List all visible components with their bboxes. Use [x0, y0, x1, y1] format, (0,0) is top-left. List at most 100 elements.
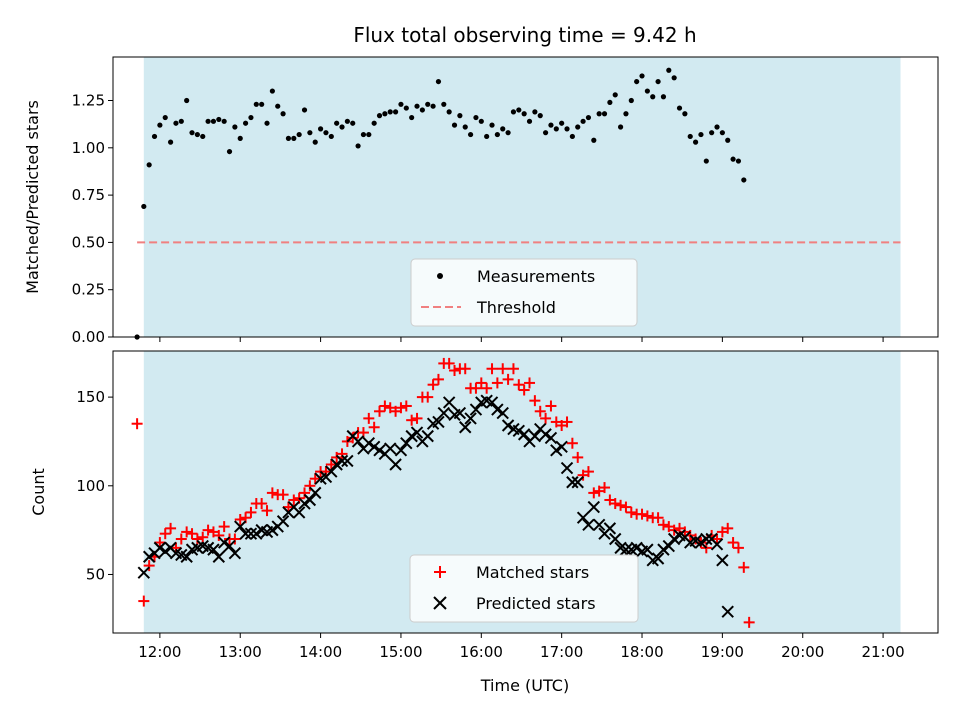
- matched-star-point-8: [175, 533, 187, 545]
- measurement-point-1: [141, 203, 147, 210]
- top-legend-box: [410, 258, 638, 327]
- top-y-tick-label-4: 1.00: [72, 139, 105, 157]
- legend-label-predicted: Predicted stars: [476, 594, 596, 613]
- legend-label-matched: Matched stars: [476, 563, 589, 582]
- predicted-star-point-85: [592, 518, 606, 532]
- measurement-point-96: [650, 94, 656, 100]
- matched-star-point-113: [738, 561, 750, 573]
- measurement-point-47: [387, 109, 393, 115]
- measurement-point-30: [296, 131, 302, 138]
- top-x-ticks: [159, 337, 884, 342]
- matched-star-point-114: [743, 616, 755, 628]
- predicted-star-point-76: [544, 431, 558, 445]
- x-tick-label-0: 12:00: [138, 643, 181, 661]
- matched-star-point-73: [524, 377, 536, 389]
- x-tick-label-2: 14:00: [299, 643, 342, 661]
- matched-star-point-80: [561, 416, 573, 428]
- predicted-star-point-104: [694, 536, 708, 549]
- measurement-point-113: [741, 177, 747, 183]
- measurement-point-100: [671, 75, 677, 81]
- measurement-point-40: [350, 120, 356, 126]
- x-axis-label: Time (UTC): [480, 676, 569, 695]
- measurement-point-64: [478, 118, 484, 124]
- predicted-star-point-31: [303, 493, 317, 507]
- measurement-point-35: [323, 130, 329, 136]
- measurement-point-55: [430, 103, 436, 109]
- measurement-point-21: [248, 114, 254, 121]
- predicted-star-point-109: [721, 605, 734, 618]
- measurement-point-111: [730, 156, 736, 162]
- matched-star-point-50: [400, 400, 412, 412]
- matched-star-point-68: [497, 363, 509, 375]
- measurement-point-102: [682, 111, 688, 117]
- measurement-point-20: [242, 120, 249, 126]
- measurement-point-65: [484, 133, 490, 140]
- measurement-point-7: [173, 120, 179, 126]
- predicted-star-point-81: [571, 476, 584, 489]
- measurement-point-25: [269, 88, 275, 94]
- measurement-point-73: [526, 118, 533, 124]
- matched-star-point-10: [186, 528, 198, 540]
- measurement-point-50: [403, 105, 409, 111]
- predicted-star-point-79: [560, 461, 574, 475]
- matched-star-point-19: [234, 513, 246, 525]
- measurement-point-79: [559, 120, 565, 126]
- matched-star-point-75: [534, 405, 546, 417]
- predicted-star-point-96: [651, 552, 665, 565]
- predicted-star-point-37: [335, 454, 349, 468]
- top-y-tick-label-3: 0.75: [72, 186, 105, 204]
- measurement-point-24: [264, 120, 270, 126]
- measurement-point-70: [510, 109, 517, 115]
- predicted-star-point-70: [512, 424, 526, 438]
- predicted-star-point-105: [700, 532, 713, 546]
- matched-star-point-77: [545, 400, 557, 412]
- predicted-star-point-56: [437, 406, 451, 420]
- predicted-star-point-80: [566, 476, 579, 489]
- measurement-point-78: [553, 126, 559, 132]
- predicted-star-point-0: [137, 566, 151, 579]
- matched-star-point-59: [449, 365, 461, 377]
- bottom-axes-frame: [112, 350, 939, 634]
- measurement-point-12: [200, 133, 206, 140]
- measurement-point-61: [462, 124, 468, 130]
- predicted-star-point-48: [394, 444, 408, 457]
- predicted-star-point-59: [453, 406, 467, 420]
- measurement-point-45: [376, 113, 383, 119]
- top-y-tick-label-0: 0.00: [72, 328, 105, 346]
- measurement-point-17: [226, 148, 233, 155]
- matched-star-point-24: [261, 505, 273, 517]
- matched-star-point-97: [652, 512, 664, 524]
- matched-star-point-65: [481, 382, 493, 394]
- measurement-point-112: [735, 158, 742, 164]
- measurement-point-51: [409, 114, 415, 121]
- measurement-point-39: [344, 118, 350, 124]
- measurement-point-57: [441, 101, 447, 107]
- measurement-point-105: [698, 131, 704, 138]
- matched-star-point-35: [320, 466, 332, 478]
- matched-star-point-112: [732, 542, 744, 554]
- measurement-point-11: [194, 131, 200, 138]
- measurement-point-69: [505, 130, 511, 136]
- measurement-point-9: [184, 97, 190, 104]
- matched-star-point-46: [379, 400, 391, 412]
- bottom-legend: Matched stars Predicted stars: [409, 554, 639, 623]
- measurement-point-32: [307, 130, 313, 136]
- predicted-star-point-26: [276, 515, 290, 528]
- matched-star-point-23: [256, 498, 268, 510]
- measurement-point-54: [425, 101, 431, 107]
- matched-star-point-21: [245, 506, 257, 518]
- predicted-star-point-36: [330, 458, 343, 471]
- measurement-point-18: [232, 124, 238, 130]
- predicted-star-point-61: [464, 412, 477, 425]
- bottom-y-ticks: 50 100 150: [76, 388, 113, 583]
- matched-star-point-98: [657, 519, 669, 531]
- predicted-star-point-67: [496, 406, 509, 420]
- measurement-point-99: [666, 67, 672, 73]
- measurement-point-4: [157, 122, 163, 128]
- predicted-star-point-50: [405, 429, 418, 443]
- predicted-star-point-83: [582, 518, 595, 532]
- x-tick-label-5: 17:00: [540, 643, 583, 661]
- top-y-tick-label-5: 1.25: [72, 92, 105, 110]
- measurement-point-72: [521, 111, 527, 117]
- measurement-point-66: [489, 122, 495, 128]
